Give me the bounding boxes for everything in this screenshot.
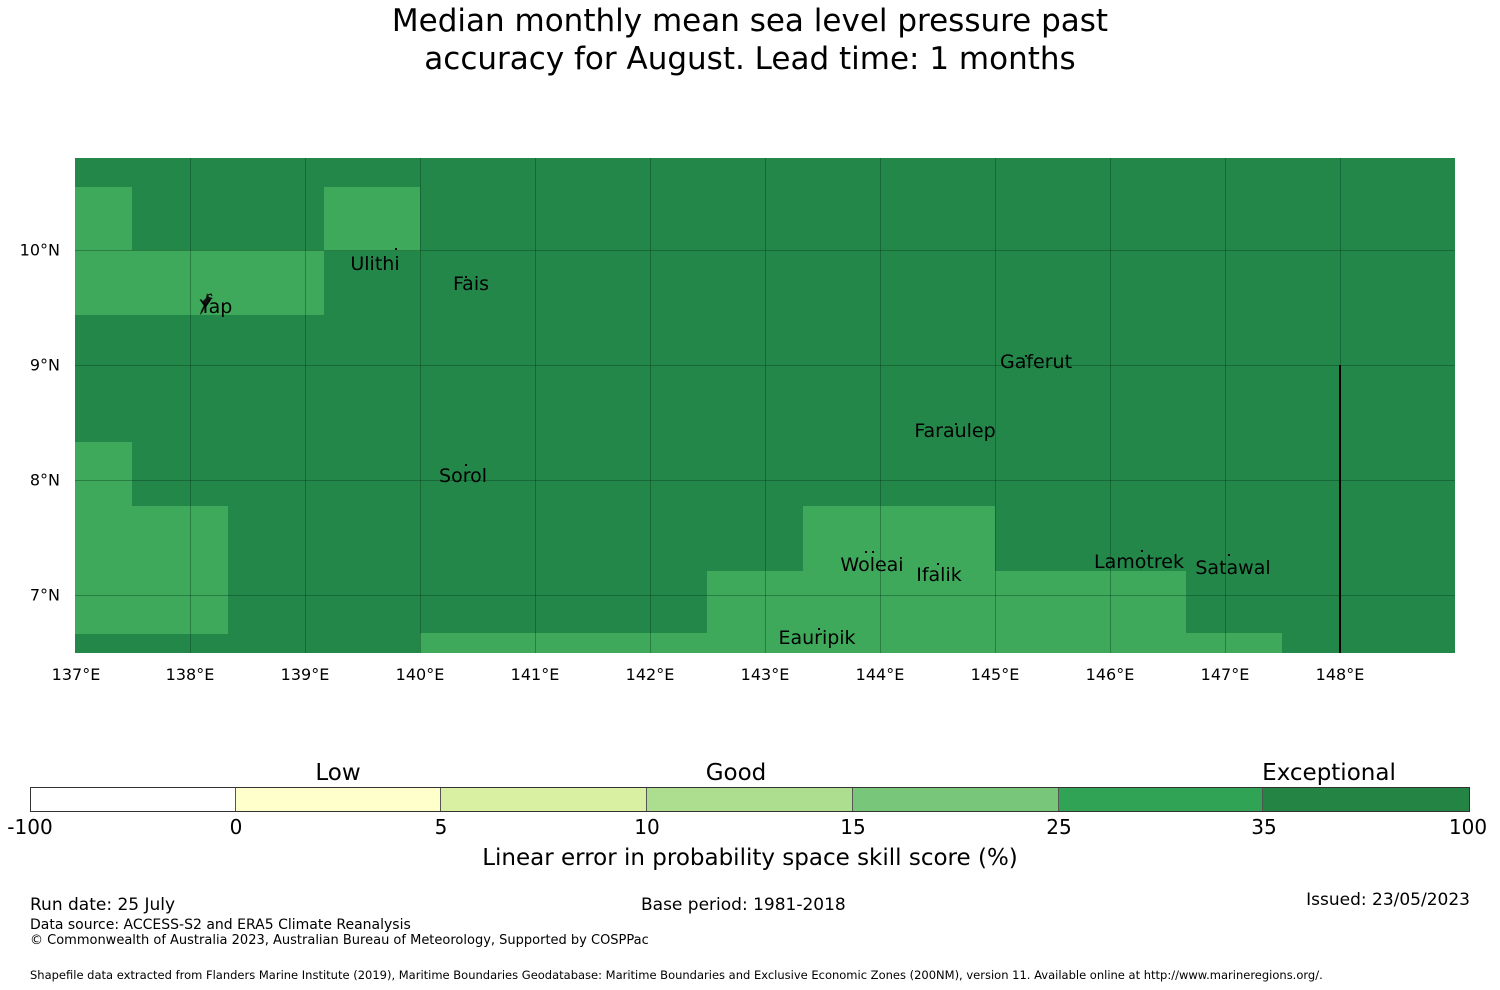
colorbar-axis-label: Linear error in probability space skill …	[482, 845, 1018, 871]
place-label-faraulep: Faraulep	[914, 420, 996, 442]
island-marker	[395, 248, 397, 250]
place-label-eauripik: Eauripik	[778, 627, 856, 649]
skill-cell	[420, 633, 1282, 653]
lon-tick-label: 138°E	[165, 665, 215, 684]
lat-tick-label: 9°N	[29, 355, 60, 375]
skill-cell	[75, 506, 228, 634]
skill-cell	[75, 250, 324, 315]
island-marker	[1025, 355, 1027, 357]
island-marker	[955, 423, 957, 425]
meridian-line	[535, 158, 536, 653]
legend-category-exceptional: Exceptional	[1262, 760, 1396, 786]
place-label-gaferut: Gaferut	[999, 351, 1073, 373]
island-marker	[465, 464, 467, 466]
parallel-line	[75, 250, 1455, 251]
lat-tick-label: 10°N	[19, 240, 60, 260]
place-label-ulithi: Ulithi	[350, 253, 400, 275]
colorbar-tick-label: 0	[229, 815, 243, 839]
map-title-line-2: accuracy for August. Lead time: 1 months	[424, 41, 1076, 77]
colorbar-tick-label: -100	[7, 815, 53, 839]
meridian-line	[995, 158, 996, 653]
parallel-line	[75, 480, 1455, 481]
place-label-woleai: Woleai	[840, 554, 904, 576]
base-period: Base period: 1981-2018	[641, 895, 846, 915]
lon-tick-label: 140°E	[395, 665, 445, 684]
colorbar-segment	[31, 788, 236, 811]
lon-tick-label: 148°E	[1315, 665, 1365, 684]
lon-tick-label: 143°E	[740, 665, 790, 684]
skill-cell	[803, 506, 995, 572]
colorbar-segment	[1263, 788, 1470, 811]
colorbar-tick-label: 25	[1046, 815, 1072, 839]
meridian-line	[1110, 158, 1111, 653]
colorbar-segment	[441, 788, 648, 811]
map-title-line-1: Median monthly mean sea level pressure p…	[391, 3, 1109, 39]
colorbar-segment	[647, 788, 853, 811]
yap-island-shape	[200, 293, 213, 315]
place-label-fais: Fais	[452, 273, 490, 295]
skill-cell	[75, 442, 132, 507]
legend-category-low: Low	[315, 760, 361, 786]
island-marker	[465, 276, 467, 278]
skill-cell	[75, 187, 132, 251]
meridian-line	[880, 158, 881, 653]
run-date: Run date: 25 July	[30, 895, 176, 915]
place-label-lamotrek: Lamotrek	[1094, 551, 1184, 573]
meridian-line	[765, 158, 766, 653]
place-label-yap: Yap	[199, 296, 233, 318]
colorbar	[30, 787, 1470, 812]
issued-date: Issued: 23/05/2023	[1306, 890, 1470, 910]
skill-cell	[324, 187, 420, 251]
island-marker	[1228, 554, 1230, 556]
colorbar-segment	[852, 788, 1059, 811]
parallel-line	[75, 595, 1455, 596]
lon-tick-label: 144°E	[855, 665, 905, 684]
map-title: Median monthly mean sea level pressure p…	[0, 2, 1500, 78]
colorbar-tick-label: 15	[840, 815, 866, 839]
lat-tick-label: 8°N	[29, 470, 60, 490]
parallel-line	[75, 365, 1455, 366]
skill-map: Ulithi Fais Yap Gaferut Faraulep Sorol W…	[75, 158, 1455, 653]
colorbar-tick-label: 5	[434, 815, 448, 839]
island-marker	[865, 551, 867, 553]
colorbar-segment	[1058, 788, 1264, 811]
island-marker	[937, 563, 939, 565]
colorbar-tick-label: 10	[634, 815, 660, 839]
lon-tick-label: 142°E	[625, 665, 675, 684]
meridian-line	[305, 158, 306, 653]
island-marker	[1141, 550, 1143, 552]
colorbar-segment	[235, 788, 442, 811]
copyright: © Commonwealth of Australia 2023, Austra…	[30, 933, 649, 948]
data-source: Data source: ACCESS-S2 and ERA5 Climate …	[30, 917, 411, 933]
lon-tick-label: 145°E	[970, 665, 1020, 684]
shapefile-credit: Shapefile data extracted from Flanders M…	[30, 968, 1323, 982]
place-label-ifalik: Ifalik	[916, 564, 962, 586]
meridian-line	[190, 158, 191, 653]
island-marker	[818, 628, 820, 630]
meridian-line	[420, 158, 421, 653]
lon-tick-label: 141°E	[510, 665, 560, 684]
meridian-line	[1225, 158, 1226, 653]
skill-cell	[707, 571, 1186, 634]
lon-tick-label: 137°E	[51, 665, 101, 684]
legend-category-good: Good	[705, 760, 767, 786]
meridian-line	[650, 158, 651, 653]
colorbar-tick-label: 35	[1251, 815, 1277, 839]
place-label-satawal: Satawal	[1195, 557, 1271, 579]
colorbar-tick-label: 100	[1448, 815, 1488, 839]
lon-tick-label: 139°E	[280, 665, 330, 684]
lon-tick-label: 147°E	[1200, 665, 1250, 684]
lat-tick-label: 7°N	[29, 585, 60, 605]
place-label-sorol: Sorol	[439, 465, 487, 487]
eez-boundary-line	[1339, 365, 1341, 653]
lon-tick-label: 146°E	[1085, 665, 1135, 684]
island-marker	[872, 551, 874, 553]
